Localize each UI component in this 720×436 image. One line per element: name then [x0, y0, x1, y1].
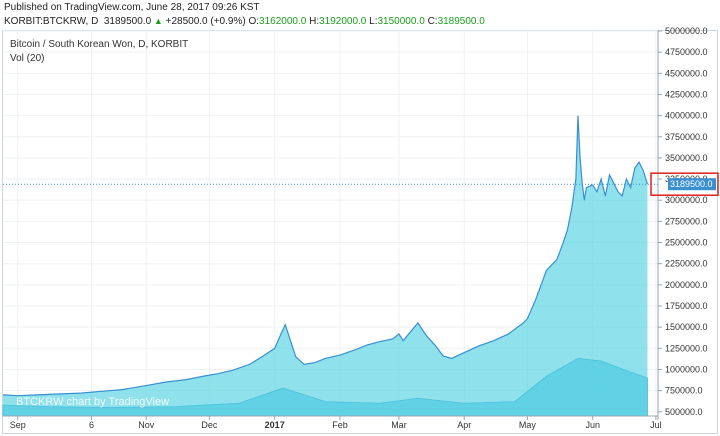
open-label: O:: [248, 16, 260, 27]
open-value: 3162000.0: [259, 16, 307, 27]
x-tick-label: Jul: [650, 420, 662, 430]
symbol-ohlc-bar: KORBIT:BTCKRW, D 3189500.0 ▲ +28500.0 (+…: [4, 16, 485, 27]
grid-lines: [3, 30, 658, 416]
last-price: 3189500.0: [103, 16, 152, 27]
y-tick-label: 2750000.0: [665, 216, 708, 226]
last-price-marker: 3189500.0: [3, 172, 719, 196]
price-series: [2, 115, 649, 416]
x-tick-label: Sep: [10, 420, 26, 430]
y-tick-label: 3750000.0: [665, 132, 708, 142]
y-tick-label: 2500000.0: [665, 238, 708, 248]
y-tick-label: 4000000.0: [665, 111, 708, 121]
low-value: 3150000.0: [377, 16, 425, 27]
watermark: BTCKRW chart by TradingView: [16, 396, 170, 408]
interval: D: [91, 16, 99, 27]
price-change: +28500.0 (+0.9%): [165, 16, 246, 27]
x-tick-label: Feb: [332, 420, 348, 430]
y-tick-label: 2250000.0: [665, 259, 708, 269]
y-tick-label: 3000000.0: [665, 195, 708, 205]
x-tick-label: Dec: [201, 420, 218, 430]
price-area: [3, 115, 648, 416]
y-tick-label: 1750000.0: [665, 301, 708, 311]
y-axis: 500000.0 750000.0 1000000.0 1250000.0 150000…: [657, 26, 708, 420]
y-tick-label: 5000000.0: [665, 26, 708, 36]
x-tick-label: May: [519, 420, 537, 430]
last-price-box: [668, 178, 716, 191]
y-tick-label: 2000000.0: [665, 280, 708, 290]
x-tick-label: Jun: [585, 420, 600, 430]
up-arrow-icon: ▲: [153, 16, 163, 26]
x-tick-label: Nov: [138, 420, 155, 430]
y-tick-label: 4250000.0: [665, 89, 708, 99]
symbol-name[interactable]: KORBIT:BTCKRW,: [4, 16, 89, 27]
volume-legend: Vol (20): [10, 53, 45, 64]
last-price-label: 3189500.0: [670, 179, 713, 189]
close-label: C:: [427, 16, 438, 27]
x-axis: Sep 6 Nov Dec 2017 Feb Mar Apr May Jun Jul: [3, 415, 662, 430]
published-caption: Published on TradingView.com, June 28, 2…: [4, 2, 260, 13]
chart-legend-title: Bitcoin / South Korean Won, D, KORBIT: [10, 39, 189, 50]
y-tick-label: 1000000.0: [665, 364, 708, 374]
high-label: H:: [309, 16, 320, 27]
y-tick-label: 1250000.0: [665, 343, 708, 353]
close-value: 3189500.0: [437, 16, 485, 27]
y-tick-label: 500000.0: [665, 407, 703, 417]
high-value: 3192000.0: [319, 16, 367, 27]
y-tick-label: 4750000.0: [665, 47, 708, 57]
x-tick-label: Mar: [391, 420, 407, 430]
y-tick-label: 1500000.0: [665, 322, 708, 332]
price-line: [2, 115, 649, 397]
y-tick-label: 750000.0: [665, 386, 703, 396]
y-tick-label: 4500000.0: [665, 68, 708, 78]
y-tick-label: 3500000.0: [665, 153, 708, 163]
x-tick-label: Apr: [457, 420, 471, 430]
x-tick-label: 6: [89, 420, 94, 430]
highlight-box: [650, 172, 719, 196]
low-label: L:: [369, 16, 378, 27]
x-tick-label: 2017: [265, 420, 285, 430]
